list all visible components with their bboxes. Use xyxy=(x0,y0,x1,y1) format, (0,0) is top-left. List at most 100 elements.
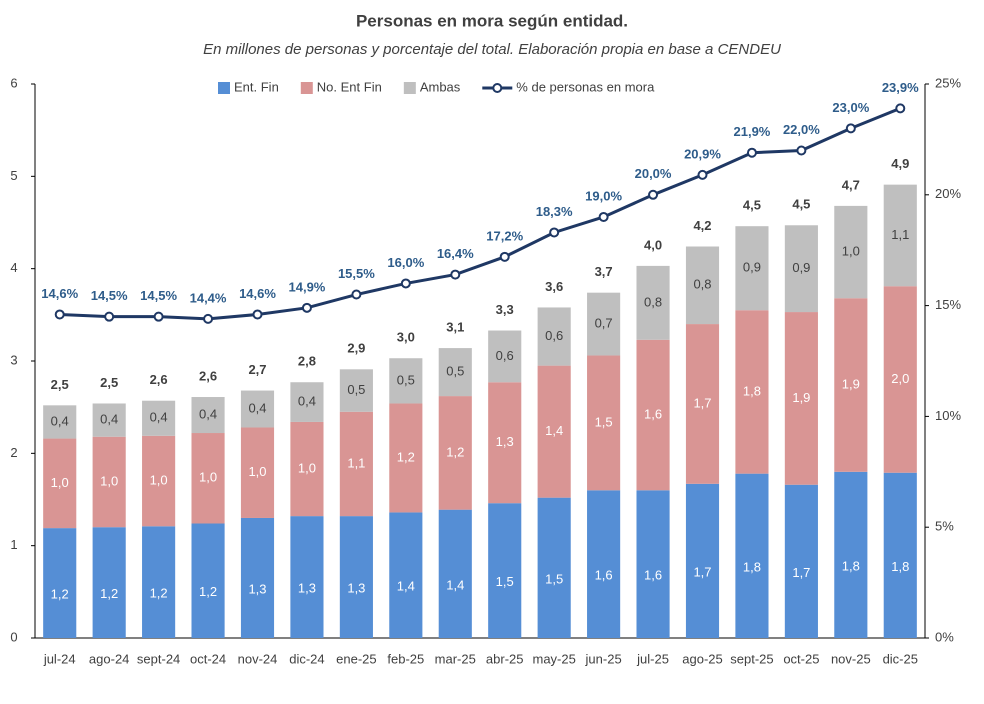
value-label: 1,6 xyxy=(644,568,662,583)
x-tick-label: oct-24 xyxy=(190,651,226,666)
value-label: 0,4 xyxy=(100,412,118,427)
value-label: 0,5 xyxy=(347,382,365,397)
line xyxy=(59,106,901,321)
bar-segment xyxy=(883,472,917,638)
value-label: 1,7 xyxy=(792,565,810,580)
bar-segment xyxy=(339,516,373,638)
total-label: 2,7 xyxy=(248,362,266,377)
value-label: 1,4 xyxy=(397,579,415,594)
bar-segment xyxy=(191,433,225,524)
bar-segment xyxy=(636,490,670,638)
total-label: 3,7 xyxy=(595,264,613,279)
value-label: 1,0 xyxy=(298,460,316,475)
y-tick-label: 4 xyxy=(10,260,17,275)
value-label: 1,4 xyxy=(446,577,464,592)
total-label: 4,9 xyxy=(891,156,909,171)
bar-segment xyxy=(389,358,423,404)
bar-segment xyxy=(685,324,720,484)
value-label: 1,8 xyxy=(842,558,860,573)
line-marker xyxy=(54,309,65,320)
value-label: 1,6 xyxy=(644,406,662,421)
value-label: 0,8 xyxy=(644,294,662,309)
line-label: 14,6% xyxy=(41,286,78,301)
bar-segment xyxy=(438,509,472,638)
bar-segment xyxy=(537,365,571,498)
line-label: 16,4% xyxy=(437,246,474,261)
value-label: 1,4 xyxy=(545,423,563,438)
line-label: 23,9% xyxy=(882,80,919,95)
value-label: 1,5 xyxy=(496,574,514,589)
value-label: 1,3 xyxy=(248,581,266,596)
value-label: 1,8 xyxy=(891,559,909,574)
total-label: 2,5 xyxy=(100,375,118,390)
value-label: 1,8 xyxy=(743,559,761,574)
value-label: 0,4 xyxy=(199,406,217,421)
bar-segment xyxy=(43,438,77,529)
x-tick-label: nov-25 xyxy=(831,651,871,666)
total-label: 2,6 xyxy=(150,372,168,387)
bar-segment xyxy=(784,484,818,638)
bar-segment xyxy=(240,427,275,518)
bar-segment xyxy=(290,421,324,517)
line-marker xyxy=(796,145,807,156)
bar-segment xyxy=(488,330,522,383)
x-tick-label: jun-25 xyxy=(585,651,622,666)
bar-segment xyxy=(339,369,373,412)
x-tick-label: dic-25 xyxy=(883,651,918,666)
line-label: 20,9% xyxy=(684,146,721,161)
bar-segment xyxy=(784,225,818,313)
line-marker xyxy=(895,103,906,114)
bar-segment xyxy=(587,490,621,638)
x-tick-label: jul-24 xyxy=(43,651,76,666)
line-marker xyxy=(648,189,659,200)
value-label: 1,5 xyxy=(545,571,563,586)
bar-segment xyxy=(191,523,225,638)
value-label: 1,1 xyxy=(347,455,365,470)
line-marker xyxy=(153,311,164,322)
x-tick-label: oct-25 xyxy=(783,651,819,666)
legend-marker xyxy=(492,83,503,93)
value-label: 1,1 xyxy=(891,227,909,242)
line-marker xyxy=(598,211,609,222)
bar-segment xyxy=(92,403,126,437)
total-label: 4,0 xyxy=(644,237,662,252)
x-tick-label: dic-24 xyxy=(289,651,324,666)
y2-tick-label: 15% xyxy=(935,297,961,312)
line-label: 23,0% xyxy=(832,100,869,115)
value-label: 1,3 xyxy=(298,580,316,595)
value-label: 0,7 xyxy=(595,316,613,331)
bar-segment xyxy=(834,298,868,472)
value-label: 1,8 xyxy=(743,383,761,398)
value-label: 1,6 xyxy=(595,568,613,583)
line-label: 21,9% xyxy=(734,124,771,139)
value-label: 0,8 xyxy=(693,277,711,292)
value-label: 0,6 xyxy=(545,328,563,343)
line-label: 20,0% xyxy=(635,166,672,181)
bar-segment xyxy=(142,435,176,527)
line-marker xyxy=(400,278,411,289)
bar-segment xyxy=(587,355,621,491)
value-label: 0,9 xyxy=(792,260,810,275)
total-label: 4,2 xyxy=(693,218,711,233)
value-label: 1,2 xyxy=(397,449,415,464)
total-label: 3,1 xyxy=(446,320,464,335)
total-label: 2,6 xyxy=(199,368,217,383)
x-tick-label: sept-24 xyxy=(137,651,180,666)
value-label: 1,2 xyxy=(199,584,217,599)
bar-segment xyxy=(92,436,126,528)
line-label: 14,9% xyxy=(289,279,326,294)
line-marker xyxy=(549,227,560,238)
line-marker xyxy=(351,289,362,300)
bar-segment xyxy=(389,512,423,638)
legend-label: Ent. Fin xyxy=(234,79,279,94)
x-tick-label: ene-25 xyxy=(336,651,376,666)
y2-tick-label: 10% xyxy=(935,408,961,423)
x-tick-label: may-25 xyxy=(532,651,575,666)
y-tick-label: 1 xyxy=(10,537,17,552)
line-label: 15,5% xyxy=(338,266,375,281)
value-label: 1,9 xyxy=(792,390,810,405)
line-label: 22,0% xyxy=(783,122,820,137)
total-label: 2,9 xyxy=(347,341,365,356)
bar-segment xyxy=(290,516,324,638)
